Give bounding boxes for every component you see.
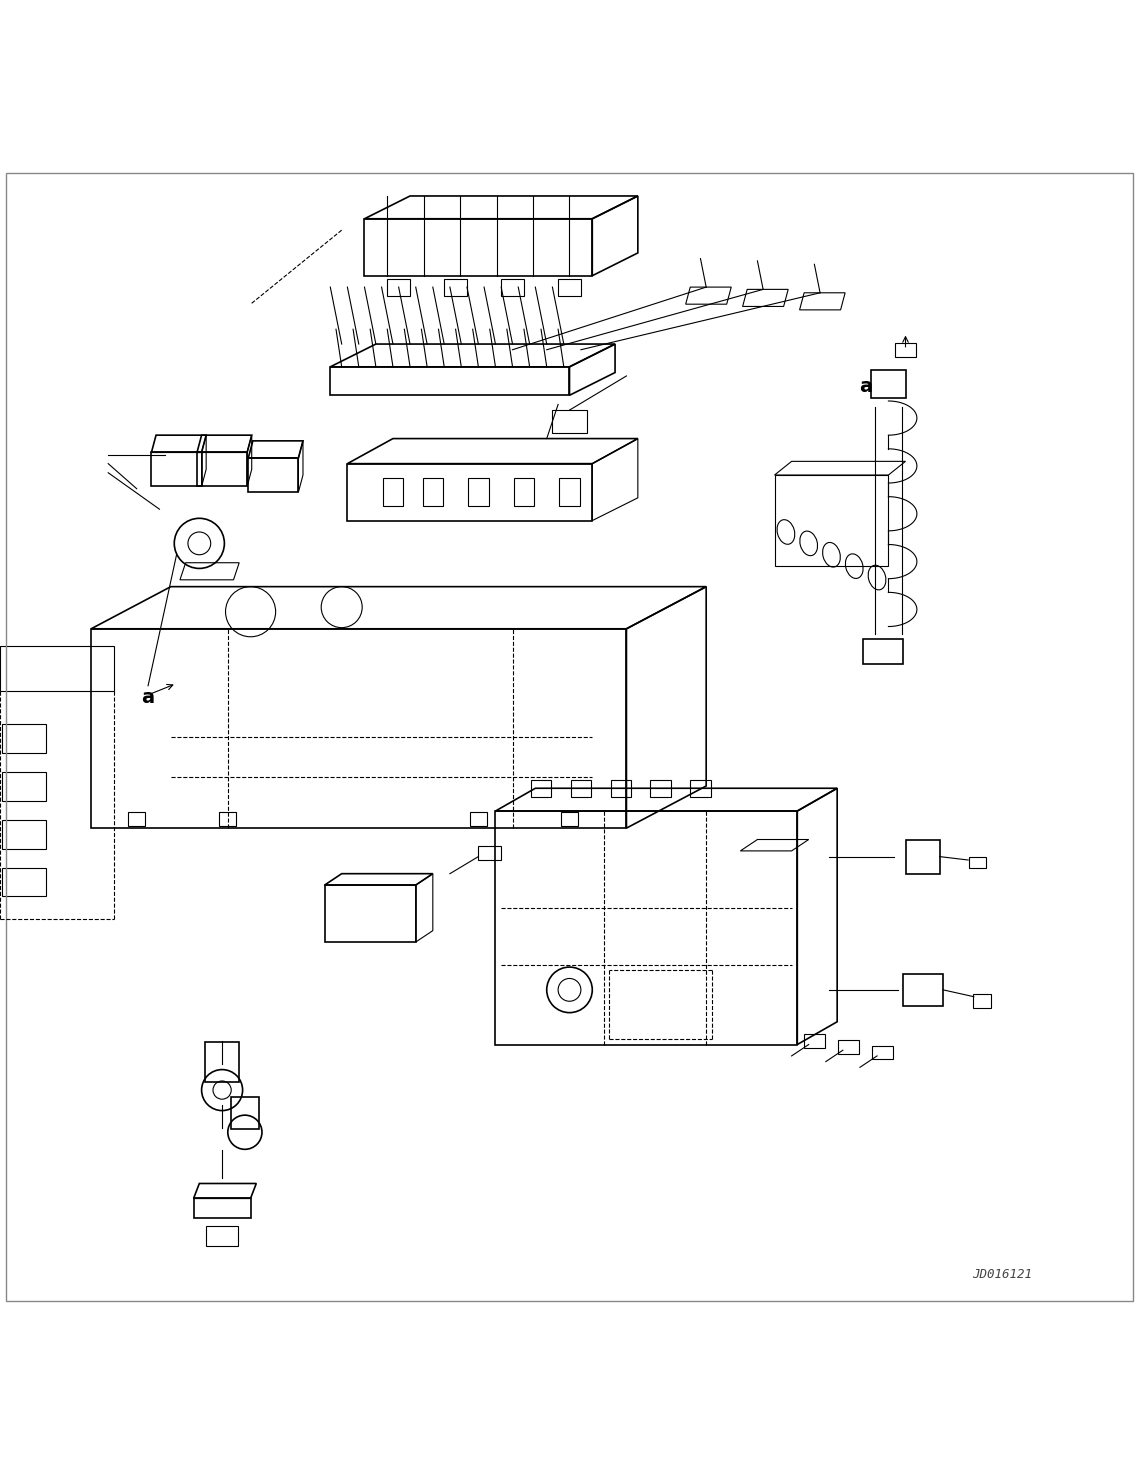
Bar (560, 812, 577, 825)
Bar (650, 780, 671, 797)
Bar (383, 478, 403, 507)
Bar (514, 478, 534, 507)
Bar (906, 840, 940, 874)
Bar (469, 812, 486, 825)
Bar (468, 478, 489, 507)
Bar (387, 279, 410, 296)
Text: a: a (141, 688, 155, 706)
Bar (219, 812, 237, 825)
Bar (690, 780, 711, 797)
Bar (804, 1035, 825, 1048)
Bar (558, 279, 581, 296)
Bar (559, 478, 580, 507)
Bar (973, 995, 991, 1008)
Bar (205, 1042, 239, 1082)
Bar (611, 780, 631, 797)
Bar (968, 856, 985, 868)
Bar (444, 279, 467, 296)
Bar (552, 410, 587, 433)
Text: a: a (859, 377, 872, 395)
Bar (838, 1041, 859, 1054)
Bar (423, 478, 443, 507)
Bar (230, 1097, 259, 1129)
Bar (872, 1045, 893, 1060)
Bar (128, 812, 145, 825)
Bar (871, 370, 906, 398)
Bar (895, 343, 916, 357)
Bar (531, 780, 551, 797)
Bar (501, 279, 524, 296)
Bar (902, 974, 942, 1005)
Bar (571, 780, 591, 797)
Bar (863, 640, 902, 665)
Bar (478, 846, 501, 859)
Bar (206, 1225, 238, 1246)
Text: JD016121: JD016121 (973, 1268, 1032, 1281)
